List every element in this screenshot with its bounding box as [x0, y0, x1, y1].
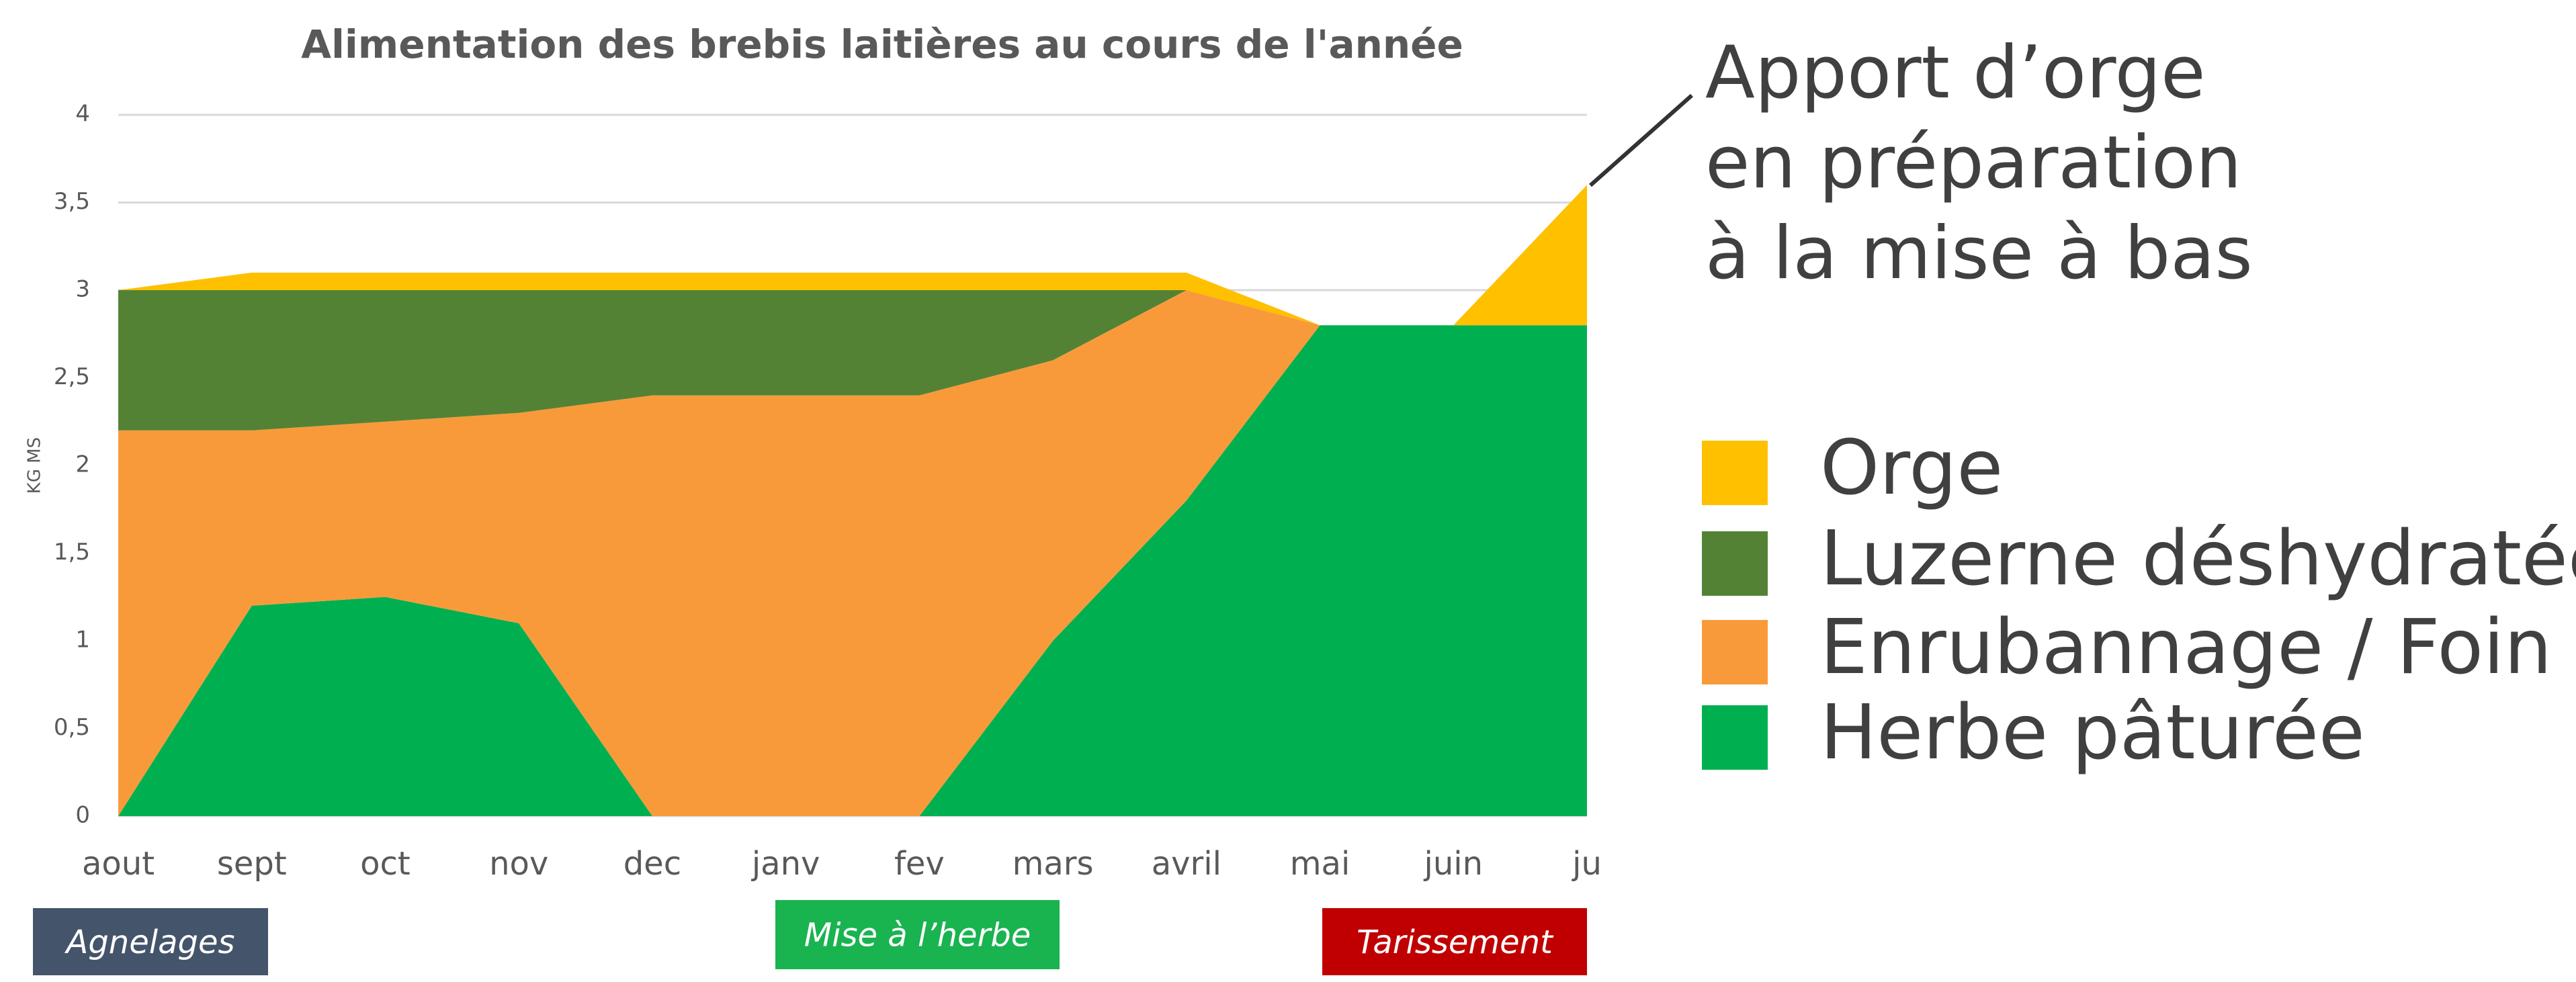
period-label: Agnelages — [64, 924, 234, 961]
x-tick-label: dec — [624, 845, 681, 883]
x-tick-label: juin — [1424, 845, 1484, 883]
y-tick-label: 4 — [75, 101, 90, 128]
y-tick-label: 0,5 — [54, 714, 90, 741]
legend-label: Enrubannage / Foin — [1820, 604, 2552, 691]
legend-label: Orge — [1820, 425, 2003, 512]
legend-label: Herbe pâturée — [1820, 689, 2365, 776]
x-tick-label: nov — [489, 845, 548, 883]
x-tick-label: avril — [1152, 845, 1221, 883]
x-tick-label: mai — [1290, 845, 1350, 883]
period-label: Tarissement — [1357, 924, 1554, 961]
x-tick-label: fev — [894, 845, 945, 883]
annotation-line — [1589, 93, 1693, 187]
chart-title: Alimentation des brebis laitières au cou… — [301, 21, 1463, 67]
legend-label: Luzerne déshydratée — [1820, 515, 2576, 602]
area — [118, 325, 1587, 816]
y-tick-label: 1 — [75, 627, 90, 654]
legend-swatch — [1702, 531, 1768, 596]
period-box — [1322, 908, 1587, 975]
x-tick-label: mars — [1013, 845, 1094, 883]
y-axis-label: KG MS — [25, 437, 45, 494]
legend-swatch — [1702, 620, 1768, 684]
annotation: Apport d’orge — [1705, 31, 2206, 115]
period-box — [33, 908, 268, 975]
x-tick-label: aout — [82, 845, 155, 883]
area — [118, 290, 1587, 431]
y-tick-label: 0 — [75, 802, 90, 829]
y-tick-label: 3 — [75, 276, 90, 303]
x-tick-label: ju — [1572, 845, 1602, 883]
area — [118, 290, 1587, 816]
annotation: en préparation — [1705, 121, 2241, 205]
x-tick-label: oct — [360, 845, 411, 883]
x-tick-label: janv — [751, 845, 820, 883]
x-tick-label: sept — [217, 845, 287, 883]
period-label: Mise à l’herbe — [804, 917, 1031, 954]
legend-swatch — [1702, 441, 1768, 505]
y-tick-label: 2,5 — [54, 363, 90, 390]
y-tick-label: 2 — [75, 451, 90, 478]
legend-swatch — [1702, 705, 1768, 770]
period-box — [775, 900, 1060, 969]
annotation: à la mise à bas — [1705, 212, 2253, 296]
y-tick-label: 3,5 — [54, 188, 90, 215]
area — [118, 185, 1587, 326]
y-tick-label: 1,5 — [54, 539, 90, 566]
